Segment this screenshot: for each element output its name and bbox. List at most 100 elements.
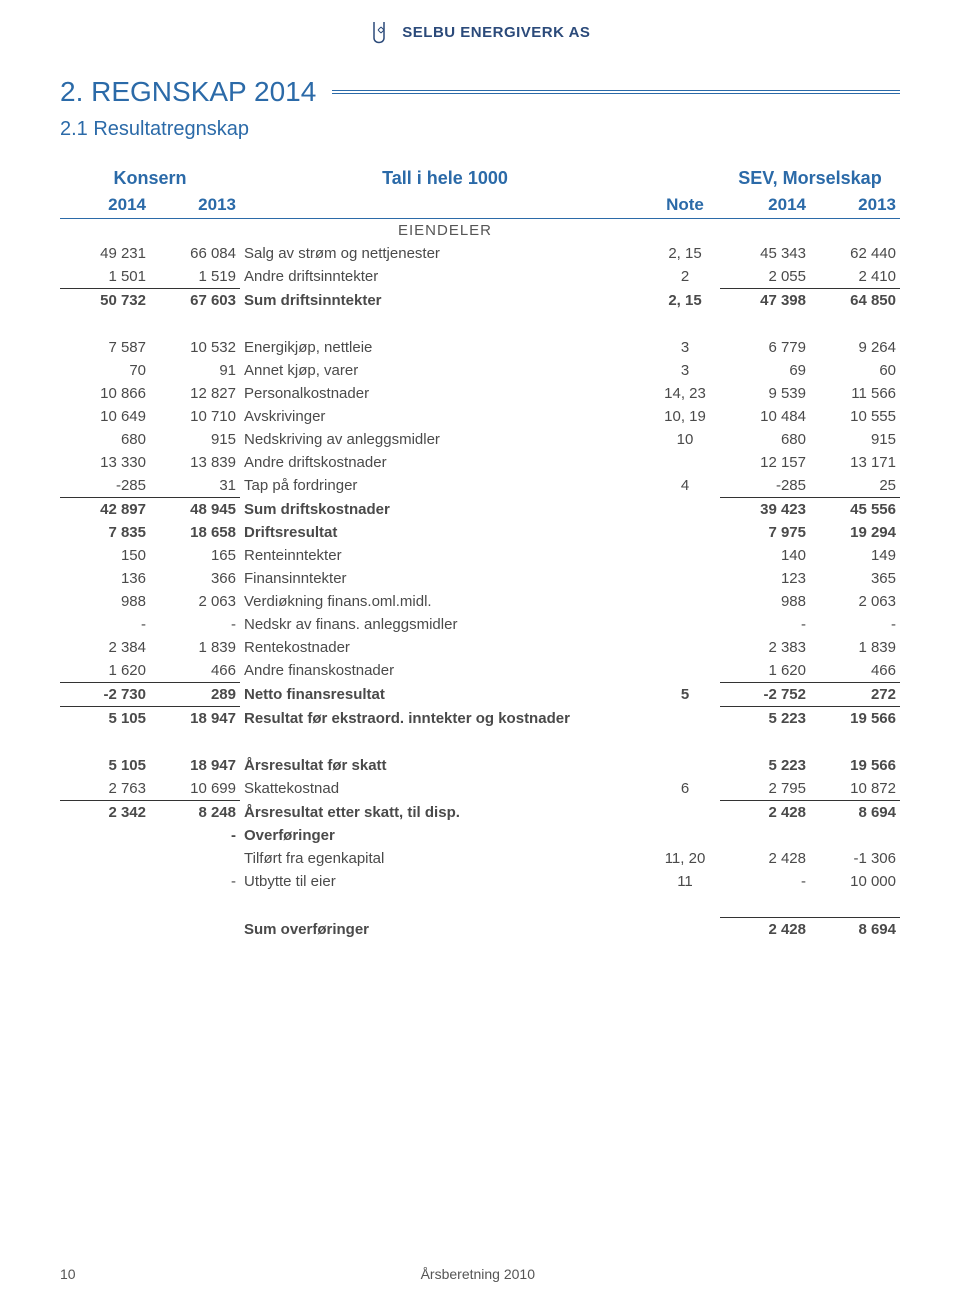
note xyxy=(650,824,720,847)
section-heading-row: 2. REGNSKAP 2014 xyxy=(60,76,900,108)
table-row: 7091Annet kjøp, varer36960 xyxy=(60,359,900,382)
sev-2013: 272 xyxy=(810,683,900,707)
sev-2014 xyxy=(720,824,810,847)
konsern-2013: 91 xyxy=(150,359,240,382)
konsern-2013: 12 827 xyxy=(150,382,240,405)
logo-icon xyxy=(370,20,392,46)
blank xyxy=(60,219,150,243)
description: Sum driftsinntekter xyxy=(240,289,650,312)
sev-2014: - xyxy=(720,870,810,893)
konsern-2014: 136 xyxy=(60,567,150,590)
blank xyxy=(150,219,240,243)
konsern-2013: 48 945 xyxy=(150,498,240,521)
sev-2014: 2 795 xyxy=(720,777,810,801)
konsern-2014: -285 xyxy=(60,474,150,498)
konsern-2014: 50 732 xyxy=(60,289,150,312)
sev-2013: 10 555 xyxy=(810,405,900,428)
header-note: Note xyxy=(650,192,720,219)
note: 11, 20 xyxy=(650,847,720,870)
note: 2 xyxy=(650,265,720,289)
note xyxy=(650,754,720,777)
spacer-row xyxy=(60,730,900,754)
header-left-group: Konsern xyxy=(60,165,240,192)
note xyxy=(650,451,720,474)
sev-2014: 140 xyxy=(720,544,810,567)
sev-2013: 19 566 xyxy=(810,707,900,730)
konsern-2013: - xyxy=(150,613,240,636)
header-middle: Tall i hele 1000 xyxy=(240,165,650,192)
description: Overføringer xyxy=(240,824,650,847)
description: Annet kjøp, varer xyxy=(240,359,650,382)
sev-2013: 915 xyxy=(810,428,900,451)
note xyxy=(650,659,720,683)
table-row: 1 5011 519Andre driftsinntekter22 0552 4… xyxy=(60,265,900,289)
description: Skattekostnad xyxy=(240,777,650,801)
sev-2014: 5 223 xyxy=(720,754,810,777)
description: Årsresultat etter skatt, til disp. xyxy=(240,801,650,824)
konsern-2014: 49 231 xyxy=(60,242,150,265)
note: 10, 19 xyxy=(650,405,720,428)
note: 3 xyxy=(650,336,720,359)
table-row: 9882 063Verdiøkning finans.oml.midl.9882… xyxy=(60,590,900,613)
konsern-2014 xyxy=(60,918,150,941)
konsern-2013 xyxy=(150,847,240,870)
konsern-2013: - xyxy=(150,870,240,893)
sev-2013: 149 xyxy=(810,544,900,567)
sev-2013: 45 556 xyxy=(810,498,900,521)
sev-2013: 11 566 xyxy=(810,382,900,405)
description: Driftsresultat xyxy=(240,521,650,544)
table-row: -2 730289Netto finansresultat5-2 752272 xyxy=(60,683,900,707)
konsern-2014: 2 342 xyxy=(60,801,150,824)
table-row: 49 23166 084Salg av strøm og nettjeneste… xyxy=(60,242,900,265)
description: Tap på fordringer xyxy=(240,474,650,498)
subsection-title: 2.1 Resultatregnskap xyxy=(60,118,900,141)
konsern-2014: 150 xyxy=(60,544,150,567)
note: 10 xyxy=(650,428,720,451)
konsern-2013: 1 839 xyxy=(150,636,240,659)
konsern-2013: 31 xyxy=(150,474,240,498)
sev-2014: 2 383 xyxy=(720,636,810,659)
description: Netto finansresultat xyxy=(240,683,650,707)
year-desc-blank xyxy=(240,192,650,219)
note xyxy=(650,544,720,567)
table-row: 680915Nedskriving av anleggsmidler106809… xyxy=(60,428,900,451)
sev-2014: 39 423 xyxy=(720,498,810,521)
sev-2014: 2 055 xyxy=(720,265,810,289)
header-group-row: KonsernTall i hele 1000SEV, Morselskap xyxy=(60,165,900,192)
table-row: Tilført fra egenkapital11, 202 428-1 306 xyxy=(60,847,900,870)
description: Nedskr av finans. anleggsmidler xyxy=(240,613,650,636)
sev-2014: 680 xyxy=(720,428,810,451)
konsern-2014: 10 866 xyxy=(60,382,150,405)
year-right-2013: 2013 xyxy=(810,192,900,219)
table-row: 5 10518 947Resultat før ekstraord. innte… xyxy=(60,707,900,730)
table-row: 42 89748 945Sum driftskostnader39 42345 … xyxy=(60,498,900,521)
description: Avskrivinger xyxy=(240,405,650,428)
sev-2013: 62 440 xyxy=(810,242,900,265)
sev-2013: 25 xyxy=(810,474,900,498)
konsern-2014: 988 xyxy=(60,590,150,613)
konsern-2014: 13 330 xyxy=(60,451,150,474)
header-year-row: 20142013Note20142013 xyxy=(60,192,900,219)
konsern-2013: 18 947 xyxy=(150,754,240,777)
table-row: --Nedskr av finans. anleggsmidler-- xyxy=(60,613,900,636)
sev-2013: 19 566 xyxy=(810,754,900,777)
konsern-2013: 8 248 xyxy=(150,801,240,824)
sev-2014: -285 xyxy=(720,474,810,498)
konsern-2014: 10 649 xyxy=(60,405,150,428)
header-spacer xyxy=(650,165,720,192)
year-left-2013: 2013 xyxy=(150,192,240,219)
description: Sum driftskostnader xyxy=(240,498,650,521)
description: Utbytte til eier xyxy=(240,870,650,893)
description: Tilført fra egenkapital xyxy=(240,847,650,870)
konsern-2013: 66 084 xyxy=(150,242,240,265)
blank xyxy=(650,219,720,243)
page-footer: 10 Årsberetning 2010 xyxy=(60,1266,900,1282)
sev-2013: 2 063 xyxy=(810,590,900,613)
sev-2014: 1 620 xyxy=(720,659,810,683)
description: Andre finanskostnader xyxy=(240,659,650,683)
page-number: 10 xyxy=(60,1266,76,1282)
note xyxy=(650,613,720,636)
description: Finansinntekter xyxy=(240,567,650,590)
description: Rentekostnader xyxy=(240,636,650,659)
section-label: EIENDELER xyxy=(240,219,650,243)
